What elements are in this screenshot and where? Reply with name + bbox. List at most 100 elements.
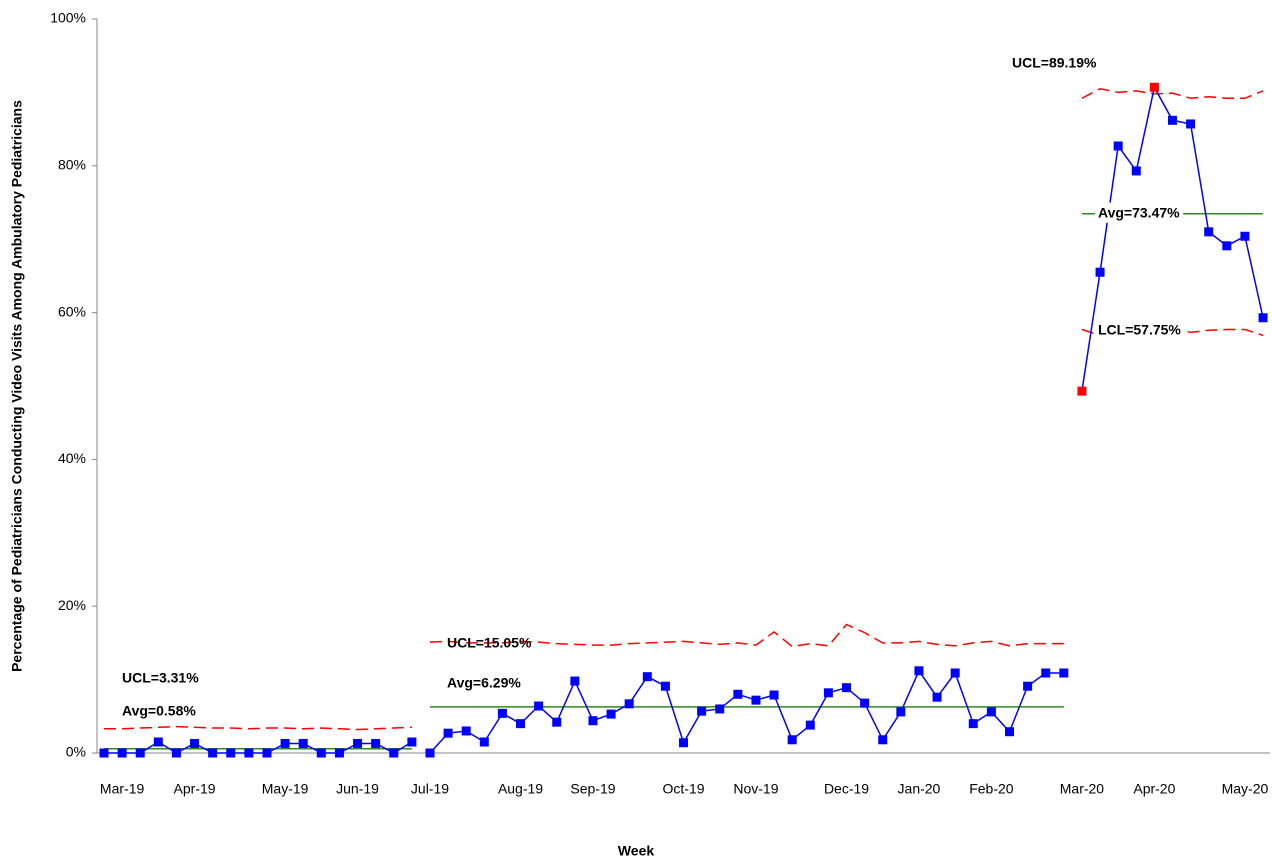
x-tick-label: Mar-19 bbox=[100, 781, 145, 797]
data-point bbox=[932, 692, 942, 702]
data-point bbox=[1258, 313, 1268, 323]
data-point bbox=[968, 719, 978, 729]
data-point bbox=[733, 689, 743, 699]
ucl-line bbox=[429, 623, 1064, 648]
y-tick-label: 80% bbox=[58, 157, 86, 173]
x-tick-label: Mar-20 bbox=[1060, 781, 1105, 797]
x-tick-label: May-19 bbox=[262, 781, 309, 797]
avg-label: Avg=73.47% bbox=[1098, 205, 1180, 221]
y-tick-label: 40% bbox=[58, 450, 86, 466]
data-point bbox=[298, 738, 308, 748]
data-point bbox=[1186, 119, 1196, 129]
ucl-label: UCL=15.05% bbox=[447, 635, 532, 651]
ucl-label: UCL=89.19% bbox=[1012, 55, 1097, 71]
data-point bbox=[1167, 115, 1177, 125]
data-point bbox=[171, 748, 181, 758]
data-point bbox=[226, 748, 236, 758]
y-tick-label: 0% bbox=[66, 744, 86, 760]
x-tick-label: Sep-19 bbox=[570, 781, 615, 797]
data-point bbox=[878, 735, 888, 745]
data-point bbox=[516, 719, 526, 729]
data-point bbox=[1149, 82, 1159, 92]
data-point bbox=[1095, 267, 1105, 277]
data-point bbox=[1023, 681, 1033, 691]
y-tick-label: 60% bbox=[58, 303, 86, 319]
data-point bbox=[1077, 386, 1087, 396]
data-point bbox=[1240, 231, 1250, 241]
data-point bbox=[805, 720, 815, 730]
data-point bbox=[697, 706, 707, 716]
data-point bbox=[1204, 227, 1214, 237]
data-point bbox=[642, 672, 652, 682]
data-point bbox=[353, 738, 363, 748]
data-line bbox=[104, 741, 413, 754]
data-point bbox=[153, 737, 163, 747]
data-point bbox=[443, 728, 453, 738]
data-point bbox=[606, 709, 616, 719]
data-point bbox=[1113, 141, 1123, 151]
data-point bbox=[842, 683, 852, 693]
ucl-line bbox=[104, 725, 412, 731]
data-point bbox=[208, 748, 218, 758]
data-point bbox=[715, 704, 725, 714]
ucl-line bbox=[1081, 87, 1264, 100]
data-point bbox=[823, 688, 833, 698]
data-point bbox=[860, 698, 870, 708]
avg-label: Avg=6.29% bbox=[447, 675, 521, 691]
x-tick-label: Jul-19 bbox=[411, 781, 449, 797]
x-tick-label: May-20 bbox=[1222, 781, 1269, 797]
data-point bbox=[914, 666, 924, 676]
data-point bbox=[660, 681, 670, 691]
avg-label: Avg=0.58% bbox=[122, 703, 196, 719]
data-point bbox=[552, 717, 562, 727]
data-point bbox=[407, 737, 417, 747]
data-point bbox=[461, 726, 471, 736]
data-point bbox=[950, 668, 960, 678]
data-point bbox=[135, 748, 145, 758]
data-point bbox=[1222, 241, 1232, 251]
x-tick-label: Feb-20 bbox=[969, 781, 1014, 797]
data-line bbox=[1081, 85, 1264, 392]
data-point bbox=[262, 748, 272, 758]
data-point bbox=[190, 738, 200, 748]
data-point bbox=[425, 748, 435, 758]
data-point bbox=[1005, 727, 1014, 737]
ucl-label: UCL=3.31% bbox=[122, 670, 199, 686]
data-point bbox=[624, 699, 634, 709]
data-point bbox=[1041, 668, 1051, 678]
data-point bbox=[334, 748, 344, 758]
data-point bbox=[534, 701, 544, 711]
data-point bbox=[679, 738, 689, 748]
lcl-label: LCL=57.75% bbox=[1098, 322, 1181, 338]
x-tick-label: Oct-19 bbox=[663, 781, 705, 797]
data-point bbox=[117, 748, 127, 758]
x-tick-label: Dec-19 bbox=[824, 781, 869, 797]
data-point bbox=[570, 676, 580, 686]
y-tick-label: 20% bbox=[58, 597, 86, 613]
data-point bbox=[371, 738, 381, 748]
data-point bbox=[389, 748, 399, 758]
data-point bbox=[244, 748, 254, 758]
data-point bbox=[479, 737, 489, 747]
data-point bbox=[769, 690, 779, 700]
x-tick-label: Apr-19 bbox=[174, 781, 216, 797]
label-bg bbox=[1095, 319, 1185, 340]
data-point bbox=[751, 695, 761, 705]
data-point bbox=[588, 716, 598, 726]
x-axis-title: Week bbox=[618, 843, 655, 859]
x-tick-label: Apr-20 bbox=[1133, 781, 1175, 797]
x-tick-label: Jan-20 bbox=[898, 781, 941, 797]
label-bg bbox=[1095, 202, 1184, 223]
x-tick-label: Aug-19 bbox=[498, 781, 543, 797]
data-point bbox=[787, 735, 797, 745]
x-tick-label: Jun-19 bbox=[336, 781, 379, 797]
data-point bbox=[1131, 166, 1141, 176]
data-point bbox=[99, 748, 109, 758]
data-point bbox=[316, 748, 326, 758]
y-axis-title: Percentage of Pediatricians Conducting V… bbox=[9, 100, 25, 672]
data-point bbox=[896, 707, 906, 717]
data-point bbox=[1059, 668, 1069, 678]
data-line bbox=[429, 669, 1064, 754]
y-tick-label: 100% bbox=[50, 10, 86, 26]
